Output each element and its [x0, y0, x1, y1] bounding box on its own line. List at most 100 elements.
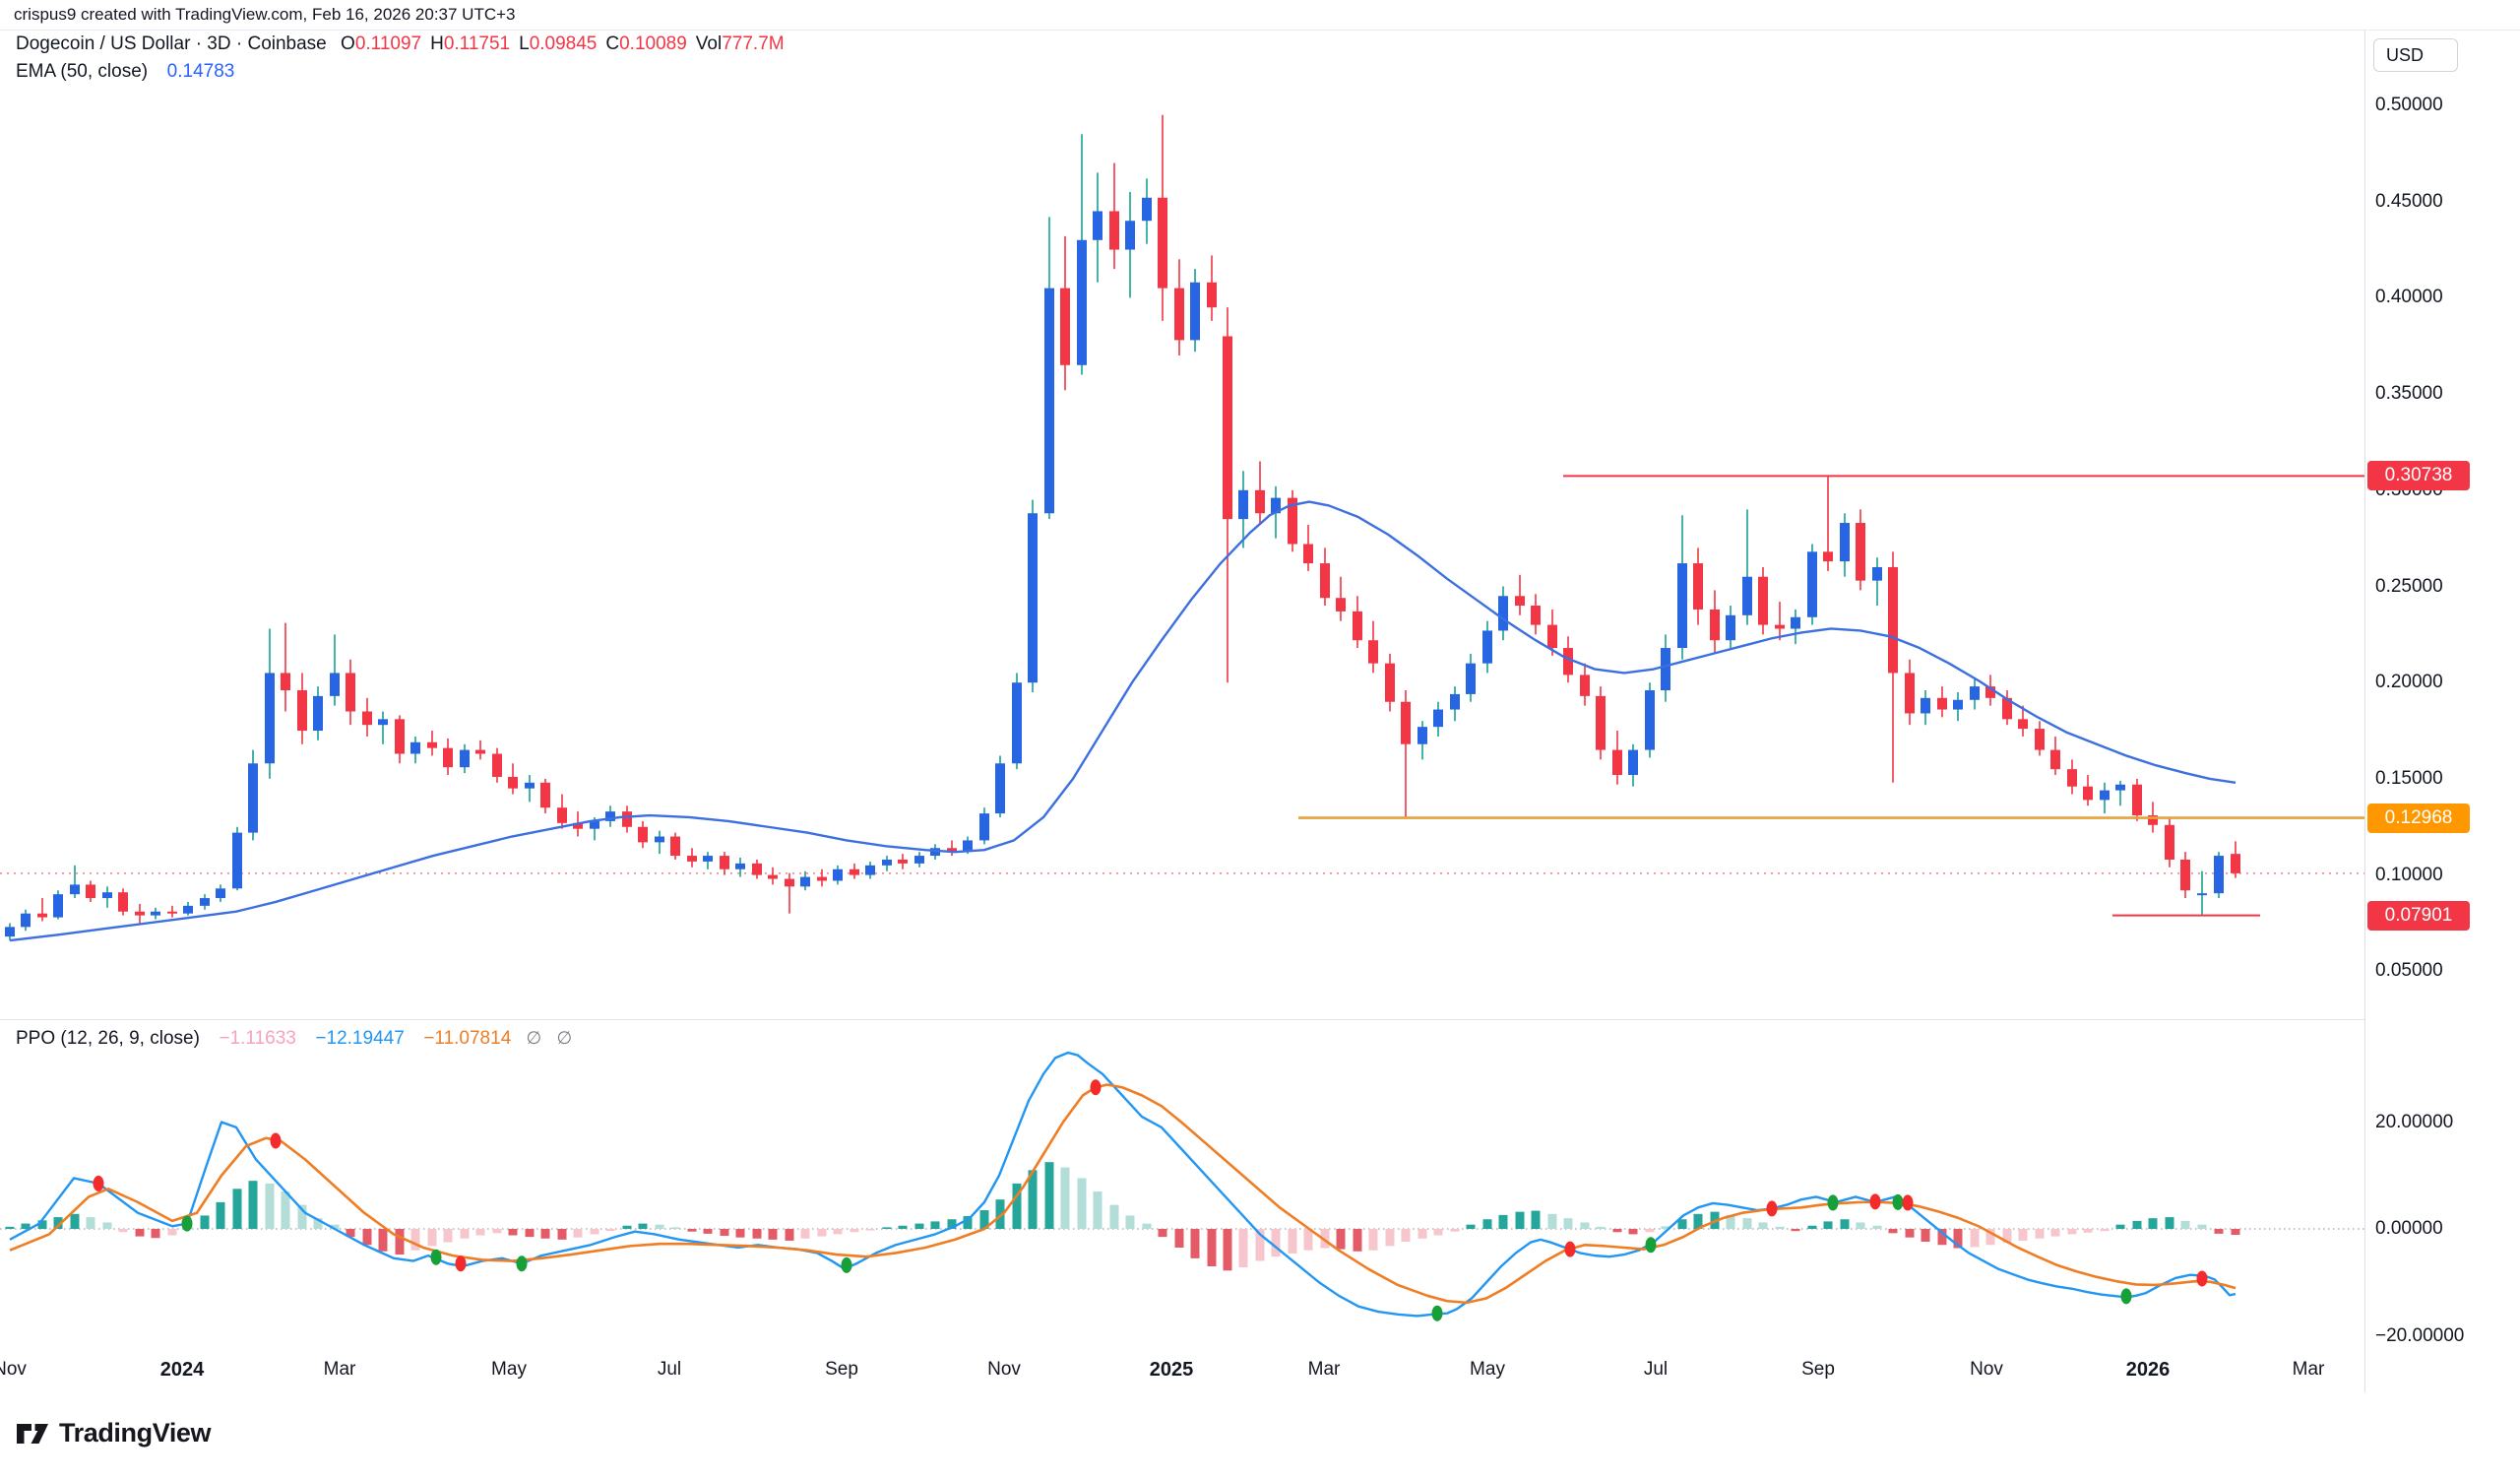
ppo-histogram-bar — [1823, 1221, 1833, 1229]
candle — [2067, 769, 2077, 787]
candle — [1710, 609, 1720, 641]
ppo-cross-dot — [93, 1175, 104, 1191]
price-axis[interactable]: USD 0.500000.450000.400000.350000.300000… — [2364, 31, 2520, 1392]
ppo-empty-icon[interactable]: ∅ — [556, 1028, 573, 1048]
candle — [2214, 856, 2224, 894]
candle — [297, 690, 307, 732]
candle — [898, 859, 908, 864]
pane-separator[interactable] — [0, 1019, 2520, 1020]
ppo-histogram-bar — [1353, 1229, 1362, 1252]
price-tick: 0.35000 — [2375, 383, 2443, 405]
candle — [1238, 489, 1248, 520]
tradingview-logo[interactable]: TradingView — [16, 1418, 212, 1448]
ppo-histogram-bar — [508, 1229, 518, 1236]
ppo-histogram-bar — [1466, 1224, 1476, 1229]
ppo-cross-dot — [516, 1255, 528, 1272]
candle — [590, 820, 599, 829]
candle — [443, 747, 453, 768]
ppo-histogram-bar — [492, 1229, 502, 1234]
ppo-histogram-bar — [2148, 1218, 2158, 1229]
candle — [914, 856, 924, 864]
candle — [1628, 749, 1638, 775]
price-level-badge[interactable]: 0.12968 — [2367, 803, 2470, 833]
candle — [2197, 893, 2207, 896]
ppo-histogram-bar — [1401, 1229, 1411, 1243]
ppo-cross-dot — [1431, 1305, 1443, 1321]
ppo-histogram-bar — [865, 1229, 875, 1231]
candle — [86, 884, 95, 899]
candle — [2050, 749, 2060, 770]
ppo-cross-dot — [841, 1256, 852, 1273]
candle — [703, 856, 713, 862]
ppo-histogram-bar — [1303, 1229, 1313, 1251]
time-tick: Mar — [1307, 1359, 1341, 1380]
chart-canvas[interactable] — [0, 31, 2364, 1393]
candle — [1693, 563, 1703, 610]
ppo-tick: 0.00000 — [2375, 1218, 2443, 1239]
ppo-histogram-bar — [248, 1181, 258, 1229]
ppo-histogram-bar — [1271, 1229, 1281, 1257]
candle — [947, 848, 957, 853]
ohlcv-values: O0.11097 H0.11751 L0.09845 C0.10089 Vol777.7… — [341, 33, 793, 54]
ppo-histogram-bar — [1645, 1229, 1655, 1233]
ppo-histogram-bar — [1368, 1229, 1378, 1251]
ppo-histogram-bar — [1580, 1222, 1590, 1229]
ohlc-label: Vol — [695, 33, 723, 54]
ppo-histogram-value: −1.11633 — [219, 1028, 296, 1049]
ppo-histogram-bar — [167, 1229, 177, 1236]
ppo-legend[interactable]: PPO (12, 26, 9, close) −1.11633 −12.1944… — [16, 1028, 572, 1050]
candle — [508, 776, 518, 789]
currency-toggle[interactable]: USD — [2373, 38, 2458, 72]
candle — [313, 695, 323, 732]
ppo-histogram-bar — [2231, 1229, 2240, 1236]
ppo-histogram-bar — [1726, 1214, 1735, 1229]
candle — [1077, 239, 1087, 365]
candle — [2018, 719, 2028, 730]
candle — [540, 782, 550, 808]
ppo-histogram-bar — [1385, 1229, 1395, 1247]
ppo-histogram-bar — [655, 1224, 664, 1229]
ppo-histogram-bar — [2197, 1224, 2207, 1229]
candle — [1320, 563, 1330, 599]
price-level-badge[interactable]: 0.07901 — [2367, 900, 2470, 931]
candle — [1385, 663, 1395, 702]
price-tick: 0.10000 — [2375, 864, 2443, 885]
candle — [525, 782, 535, 789]
ppo-histogram-bar — [1677, 1219, 1687, 1229]
candle — [1498, 596, 1508, 631]
ppo-histogram-bar — [2100, 1229, 2110, 1232]
candle — [232, 832, 242, 889]
candle — [53, 894, 63, 918]
time-tick: Nov — [1970, 1359, 2003, 1380]
ppo-histogram-bar — [1238, 1229, 1248, 1268]
ema-legend[interactable]: EMA (50, close) 0.14783 — [16, 61, 234, 83]
ppo-histogram-bar — [1807, 1225, 1817, 1229]
ppo-tick: 20.00000 — [2375, 1111, 2454, 1132]
candle — [2132, 784, 2142, 816]
candle — [200, 898, 210, 906]
candle — [1336, 598, 1346, 611]
candle — [151, 911, 160, 916]
time-axis[interactable]: Nov 2024 Mar May Jul Sep Nov 2025 Mar May Jul Sep No… — [0, 1351, 2364, 1392]
symbol-legend[interactable]: Dogecoin / US Dollar · 3D · Coinbase O0.… — [16, 33, 793, 55]
price-level-badge[interactable]: 0.30738 — [2367, 461, 2470, 491]
ppo-histogram-bar — [2018, 1229, 2028, 1241]
ppo-empty-icon[interactable]: ∅ — [526, 1028, 542, 1048]
candle — [995, 763, 1005, 814]
tradingview-logo-icon — [17, 1423, 48, 1444]
candle — [670, 836, 680, 857]
ppo-histogram-bar — [1661, 1226, 1670, 1229]
candle — [800, 876, 810, 887]
ppo-histogram-bar — [346, 1229, 355, 1238]
ppo-histogram-bar — [882, 1227, 892, 1229]
candle — [1028, 513, 1038, 683]
time-tick: Mar — [323, 1359, 356, 1380]
ppo-histogram-bar — [1970, 1229, 1980, 1248]
ppo-histogram-bar — [1563, 1218, 1573, 1229]
candle — [979, 813, 989, 841]
candle — [492, 753, 502, 777]
ppo-histogram-bar — [557, 1229, 567, 1240]
time-tick: Jul — [657, 1359, 682, 1380]
ppo-histogram-bar — [1856, 1222, 1865, 1229]
candle — [638, 826, 648, 843]
